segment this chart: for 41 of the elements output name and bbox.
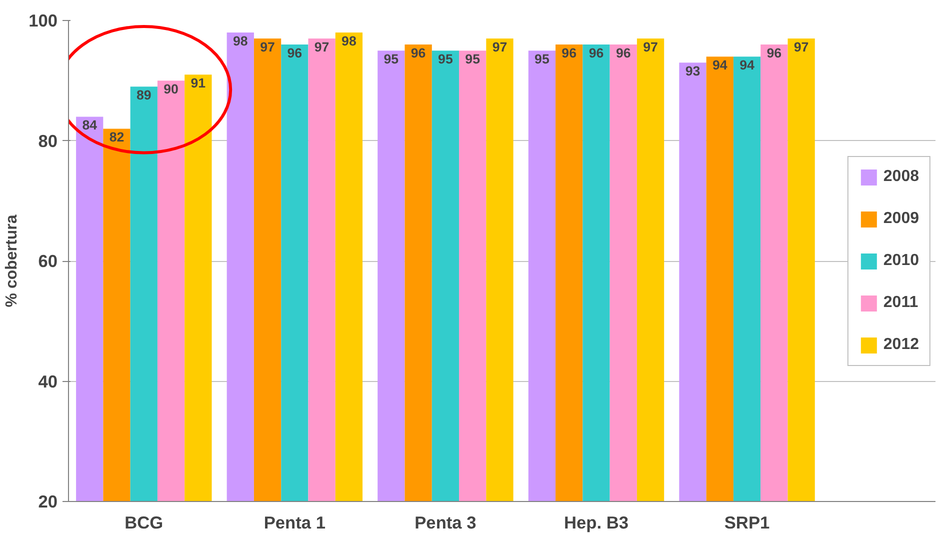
data-label: 84 xyxy=(82,118,98,133)
x-tick-label: Penta 3 xyxy=(414,512,477,532)
data-label: 91 xyxy=(190,76,206,91)
legend-label: 2010 xyxy=(883,252,919,270)
x-tick-label: Hep. B3 xyxy=(564,512,629,532)
data-label: 82 xyxy=(109,130,124,145)
data-label: 97 xyxy=(260,40,275,55)
data-label: 98 xyxy=(342,34,356,49)
data-label: 94 xyxy=(712,58,728,73)
x-tick-label: SRP1 xyxy=(724,512,770,532)
data-label: 95 xyxy=(534,52,550,67)
data-label: 96 xyxy=(287,46,302,61)
y-axis-title: % cobertura xyxy=(4,214,21,308)
data-label: 89 xyxy=(136,88,152,103)
data-label: 96 xyxy=(766,46,782,61)
y-tick-label: 40 xyxy=(38,371,58,392)
data-label: 95 xyxy=(465,52,481,67)
x-tick-label: Penta 1 xyxy=(264,512,326,532)
data-label: 93 xyxy=(685,64,700,79)
legend-label: 2012 xyxy=(883,336,919,354)
y-tick-label: 20 xyxy=(38,492,58,512)
data-label: 94 xyxy=(740,58,756,73)
data-label: 95 xyxy=(384,52,400,67)
legend-label: 2009 xyxy=(883,210,919,228)
data-label: 96 xyxy=(588,46,604,61)
data-label: 97 xyxy=(314,40,330,55)
legend-label: 2011 xyxy=(883,294,918,312)
x-tick-label: BCG xyxy=(124,512,164,532)
legend-label: 2008 xyxy=(883,168,919,186)
data-label: 97 xyxy=(492,40,508,55)
data-label: 96 xyxy=(616,46,631,61)
data-label: 96 xyxy=(562,46,577,61)
data-label: 90 xyxy=(164,82,178,97)
y-tick-label: 60 xyxy=(38,251,58,271)
y-tick-label: 100 xyxy=(28,10,58,30)
y-tick-label: 80 xyxy=(38,130,58,151)
data-label: 96 xyxy=(410,46,426,61)
data-label: 95 xyxy=(438,52,454,67)
data-label: 98 xyxy=(232,34,248,49)
data-label: 97 xyxy=(794,40,809,55)
data-label: 97 xyxy=(643,40,658,55)
